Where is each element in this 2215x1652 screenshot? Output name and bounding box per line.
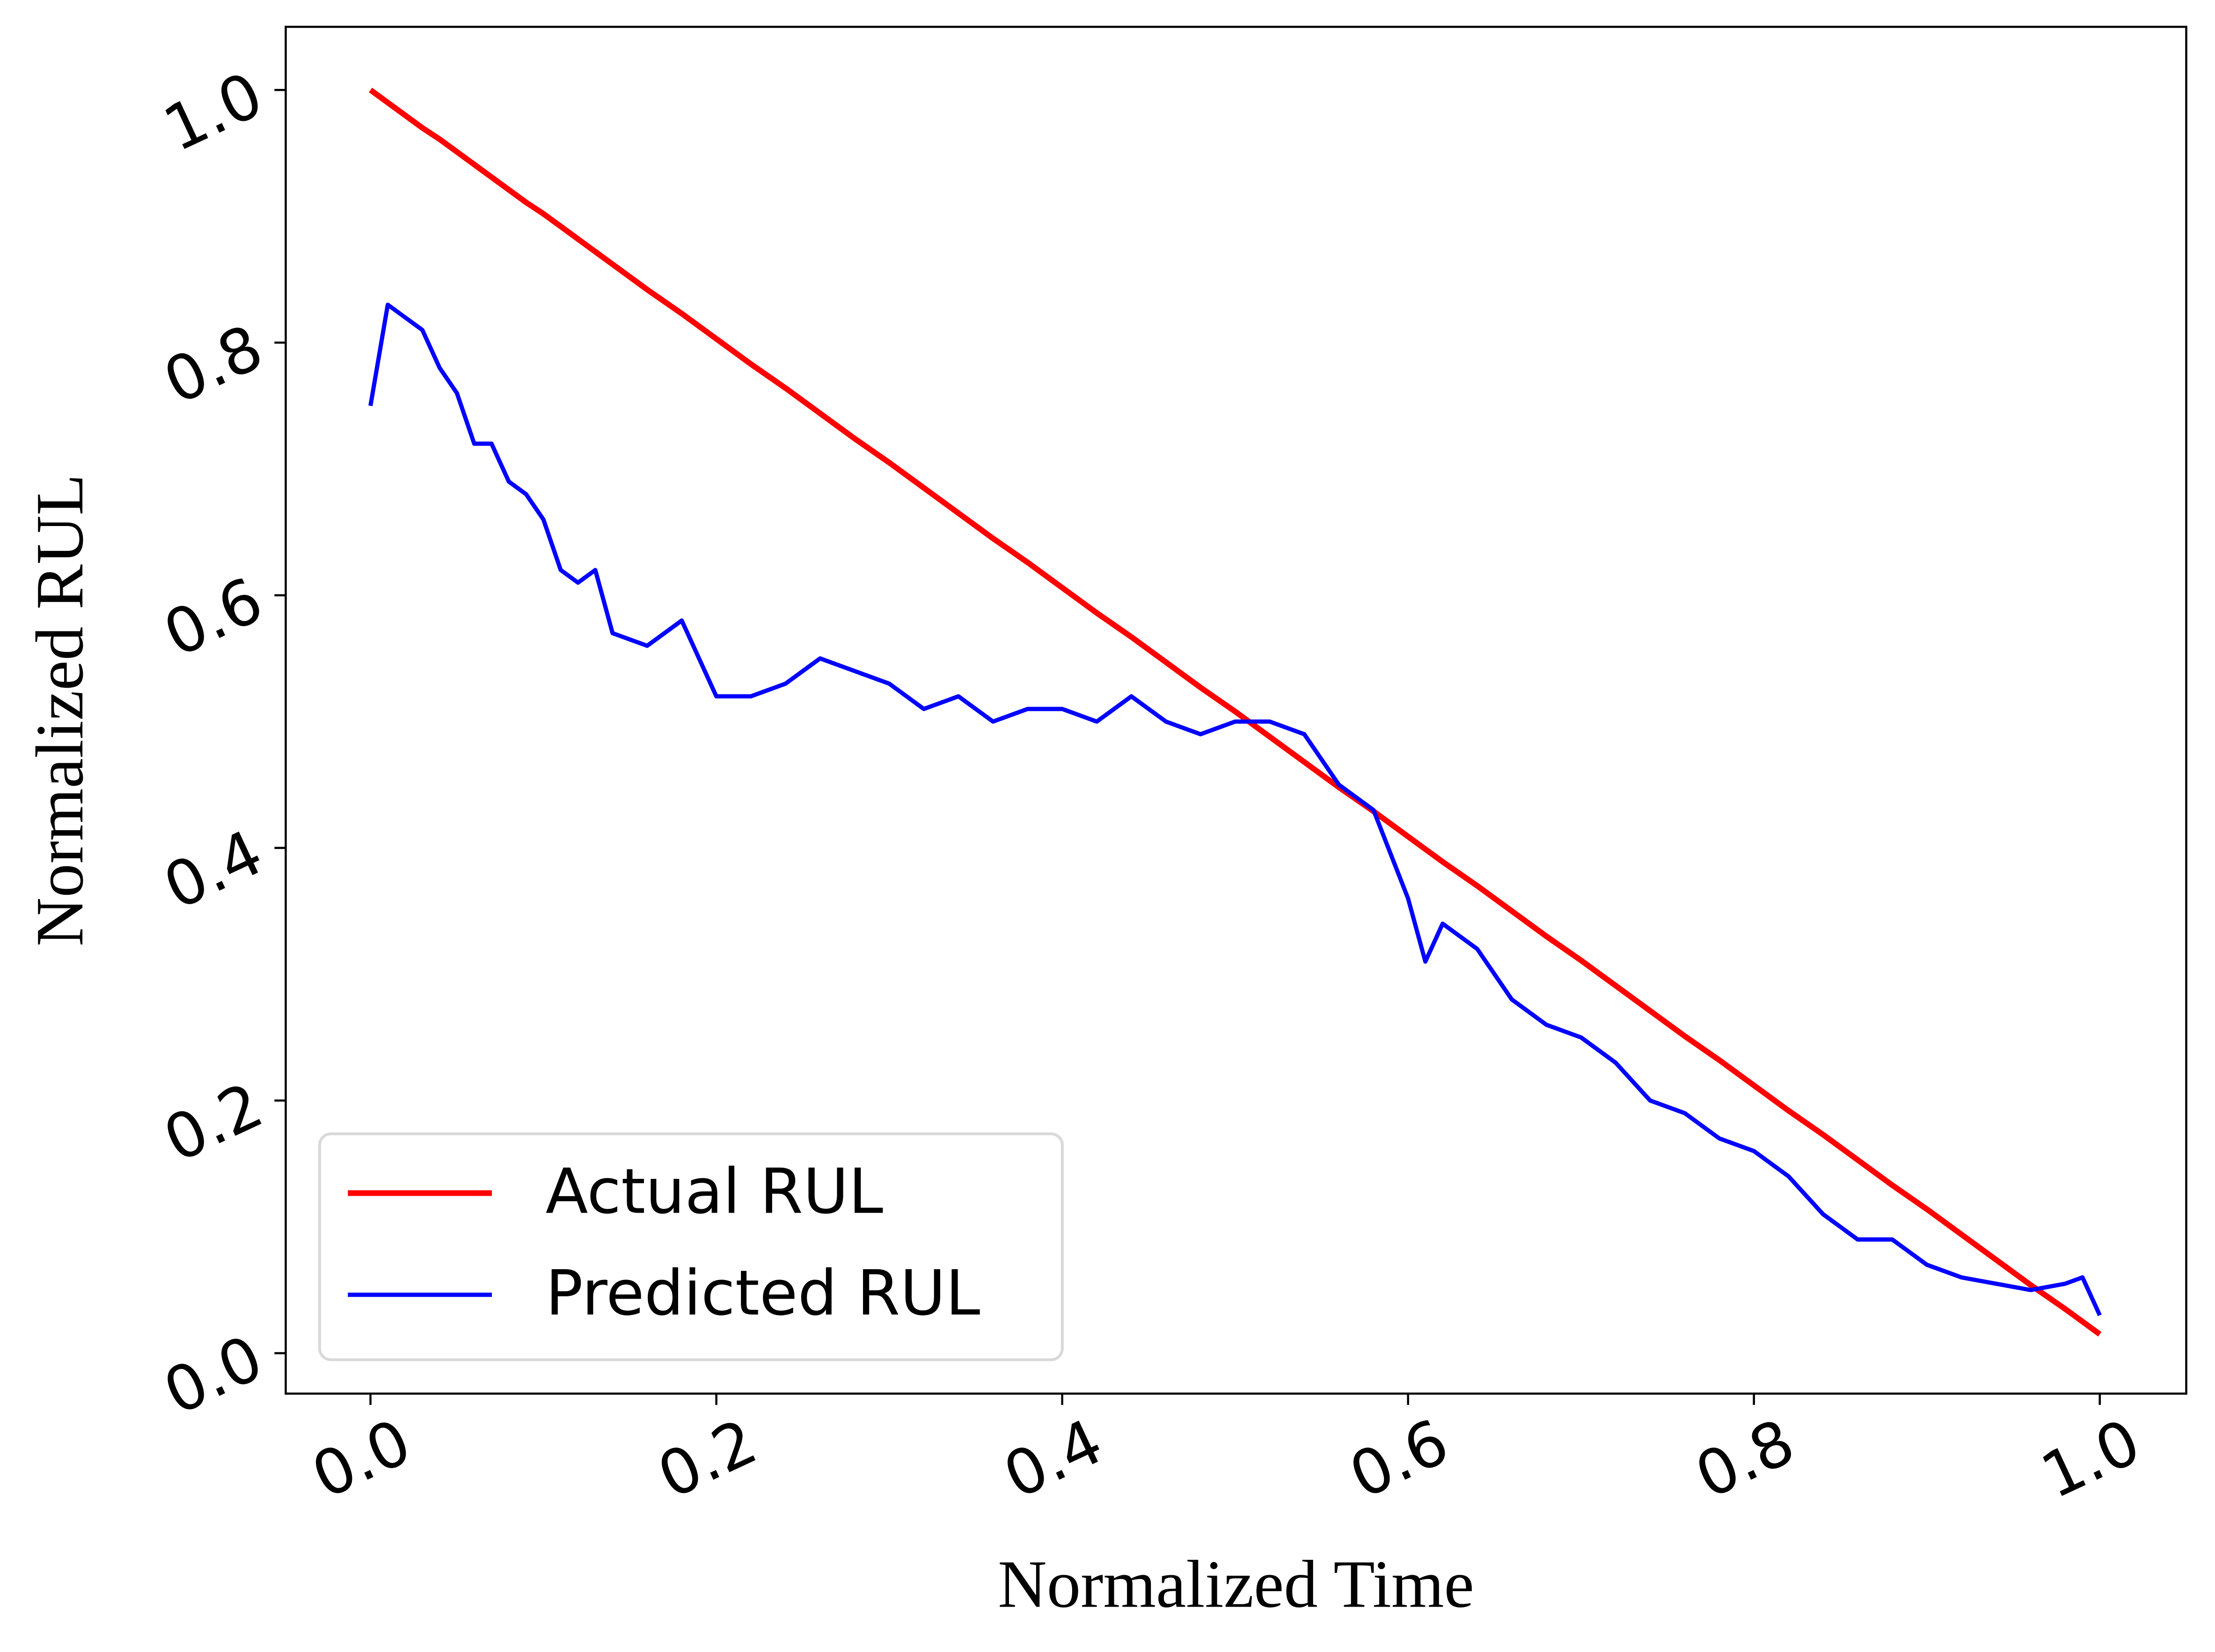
plot-frame: [285, 26, 2187, 1395]
y-axis-label: Normalized RUL: [22, 474, 97, 946]
legend-label: Predicted RUL: [546, 1257, 980, 1330]
x-tick-label: 0.8: [1685, 1406, 1805, 1513]
y-tick-label: 0.6: [154, 564, 273, 671]
y-tick-label: 0.0: [154, 1322, 273, 1429]
x-tick-label: 0.6: [1339, 1406, 1459, 1513]
x-tick-label: 0.0: [301, 1406, 421, 1513]
y-tick-label: 0.2: [154, 1069, 273, 1177]
legend-label: Actual RUL: [546, 1156, 883, 1228]
legend-box: [318, 1132, 1064, 1361]
series-line: [368, 302, 2102, 1316]
x-tick-label: 1.0: [2031, 1406, 2151, 1513]
y-tick-label: 0.4: [154, 817, 273, 924]
x-tick-label: 0.4: [993, 1406, 1113, 1513]
y-tick-label: 1.0: [154, 58, 273, 166]
series-line: [369, 88, 2102, 1337]
x-axis-label: Normalized Time: [998, 1547, 1474, 1622]
y-tick-label: 0.8: [154, 311, 273, 418]
x-tick-label: 0.2: [647, 1406, 767, 1513]
